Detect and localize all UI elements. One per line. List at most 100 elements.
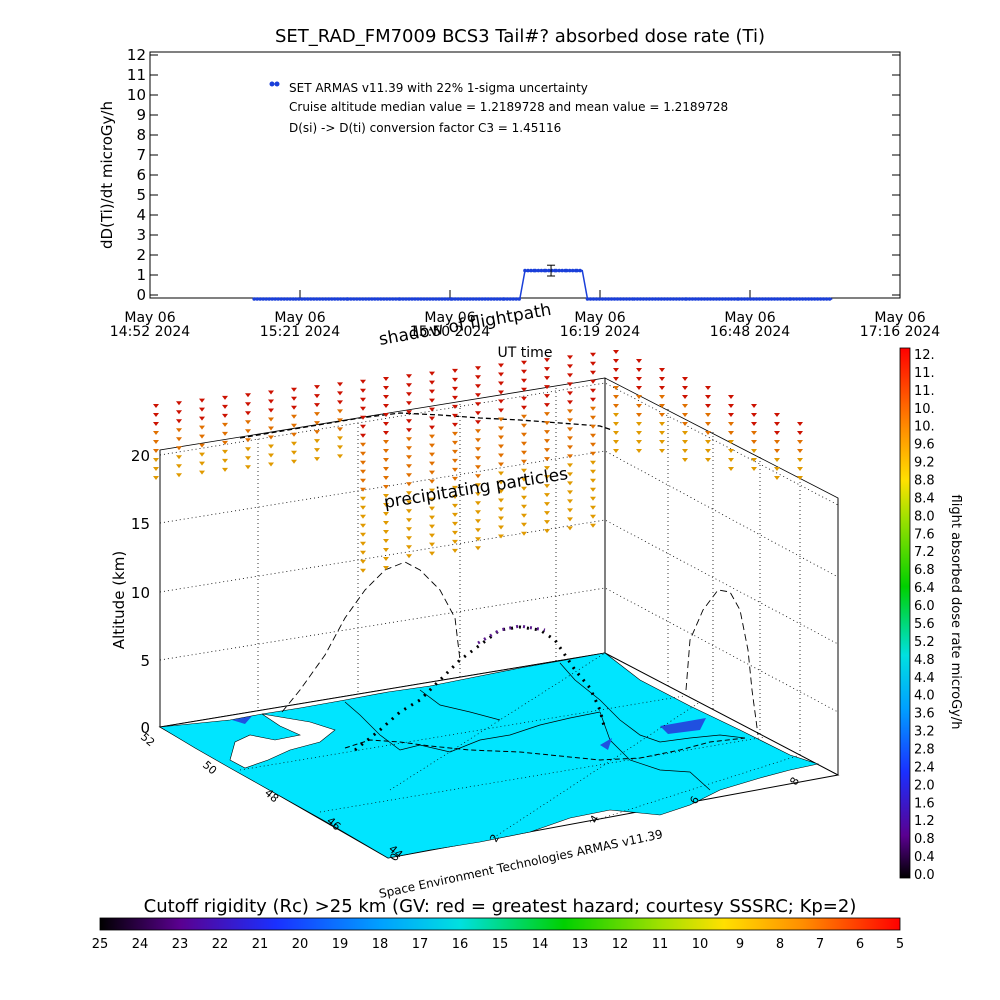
- precip-marker: [406, 392, 412, 397]
- precip-marker: [498, 462, 504, 467]
- precip-marker: [682, 386, 688, 390]
- dose-point: [453, 297, 457, 301]
- precip-marker: [751, 413, 757, 417]
- dose-point: [450, 297, 454, 301]
- precip-marker: [521, 522, 527, 527]
- precip-marker: [728, 395, 734, 399]
- precip-marker: [613, 449, 619, 453]
- rigidity-tick: 22: [212, 937, 229, 952]
- dose-point: [321, 297, 325, 301]
- dose-point: [285, 297, 289, 301]
- dose-point: [502, 297, 506, 301]
- dose-point: [508, 297, 512, 301]
- precip-marker: [797, 467, 803, 471]
- precip-marker: [406, 509, 412, 514]
- dose-point: [517, 297, 521, 301]
- dose-point: [791, 297, 796, 301]
- precip-marker: [383, 521, 389, 525]
- dose-point: [498, 297, 502, 301]
- precip-marker: [544, 502, 550, 507]
- precip-marker: [337, 409, 343, 414]
- legend-marker: [269, 81, 275, 87]
- precip-marker: [314, 385, 320, 390]
- precip-marker: [383, 395, 389, 399]
- dose-point: [492, 297, 496, 301]
- rigidity-tick: 17: [412, 937, 429, 952]
- precip-marker: [751, 458, 757, 462]
- dose-colorbar-tick: 5.2: [914, 635, 935, 650]
- precip-marker: [314, 439, 320, 444]
- precip-marker: [291, 414, 297, 419]
- precip-marker: [429, 407, 435, 412]
- precip-marker: [360, 433, 366, 438]
- precip-marker: [521, 387, 527, 392]
- precip-marker: [521, 450, 527, 455]
- dose-point: [627, 297, 632, 301]
- precip-marker: [613, 404, 619, 408]
- dose-point: [273, 297, 277, 301]
- dose-colorbar-ticks: 12. 11. 11. 10. 10. 9.6 9.2 8.8 8.4 8.0 7.6 7.2 6.8 6…: [914, 348, 935, 883]
- precip-marker: [475, 528, 481, 533]
- dose-point: [578, 268, 582, 273]
- precip-marker: [452, 404, 458, 409]
- precip-marker: [429, 488, 435, 493]
- precip-marker: [475, 492, 481, 497]
- precip-marker: [613, 395, 619, 399]
- precip-marker: [222, 422, 228, 427]
- dose-point: [364, 297, 368, 301]
- precip-marker: [314, 403, 320, 408]
- precip-marker: [544, 394, 550, 399]
- precip-marker: [222, 458, 228, 463]
- dose-point: [794, 297, 799, 301]
- x-tick-label-time: 16:19 2024: [560, 324, 641, 340]
- precip-marker: [360, 397, 366, 402]
- dose-point: [544, 268, 548, 273]
- precip-marker: [590, 361, 596, 366]
- dose-point: [361, 297, 365, 301]
- precip-marker: [429, 461, 435, 466]
- precip-marker: [452, 422, 458, 427]
- precip-marker: [383, 440, 389, 444]
- precip-marker: [498, 489, 504, 494]
- precip-marker: [636, 431, 642, 435]
- dose-point: [352, 297, 356, 301]
- precip-marker: [383, 476, 389, 480]
- precipitating-label: precipitating particles: [383, 464, 570, 513]
- precip-marker: [199, 452, 205, 457]
- precip-marker: [590, 442, 596, 447]
- dose-point: [748, 297, 753, 301]
- precip-marker: [498, 480, 504, 485]
- precip-marker: [521, 495, 527, 500]
- dose-point: [690, 297, 695, 301]
- precip-marker: [521, 423, 527, 428]
- dose-point: [557, 268, 562, 273]
- rigidity-tick: 7: [816, 937, 824, 952]
- precip-marker: [521, 378, 527, 383]
- precip-marker: [383, 386, 389, 390]
- precip-marker: [429, 425, 435, 430]
- dose-point: [757, 297, 762, 301]
- dose-point: [815, 297, 820, 301]
- precip-marker: [797, 431, 803, 435]
- precip-marker: [360, 559, 366, 564]
- precip-marker: [521, 369, 527, 374]
- dose-point: [294, 297, 298, 301]
- dose-point: [600, 297, 605, 301]
- precip-marker: [291, 459, 297, 464]
- dose-point: [291, 297, 295, 301]
- precip-marker: [682, 413, 688, 417]
- dose-point: [739, 297, 744, 301]
- dose-colorbar-tick: 9.2: [914, 456, 935, 471]
- dose-point: [711, 297, 716, 301]
- altitude-tick-label: 5: [140, 652, 150, 670]
- rigidity-tick: 18: [372, 937, 389, 952]
- precip-marker: [682, 440, 688, 444]
- precip-marker: [659, 422, 665, 426]
- precip-marker: [590, 505, 596, 510]
- dose-point: [603, 297, 608, 301]
- legend-marker: [274, 81, 280, 87]
- x-tick-label-date: May 06: [724, 310, 775, 326]
- precipitating-particles: [153, 350, 803, 573]
- precip-marker: [544, 529, 550, 534]
- altitude-tick-label: 20: [131, 447, 150, 465]
